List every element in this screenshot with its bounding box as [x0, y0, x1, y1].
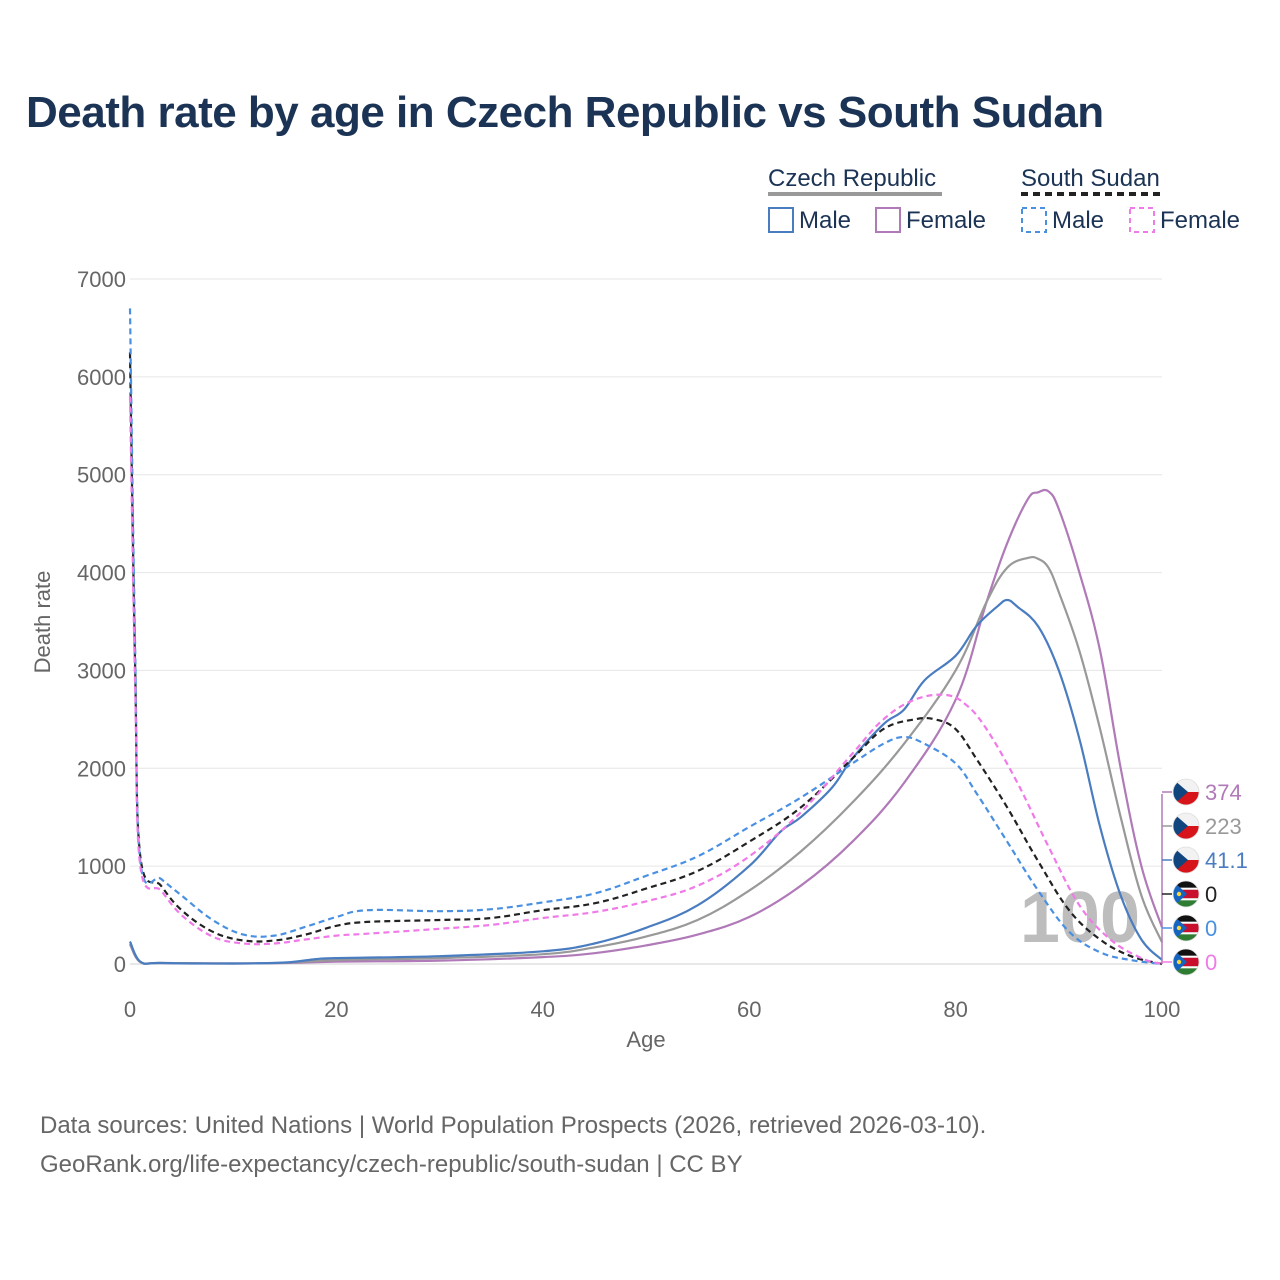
chart-title: Death rate by age in Czech Republic vs S…	[26, 88, 1104, 137]
y-tick-label: 6000	[77, 365, 126, 390]
czech-flag-icon	[1172, 846, 1200, 874]
x-axis-ticks: 0 20 40 60 80 100	[124, 997, 1180, 1022]
end-label-value: 0	[1205, 882, 1217, 907]
y-tick-label: 3000	[77, 658, 126, 683]
czech-flag-icon	[1172, 778, 1200, 806]
end-label-value: 223	[1205, 814, 1242, 839]
y-tick-label: 5000	[77, 463, 126, 488]
legend-swatch-czech-male[interactable]	[768, 207, 794, 233]
series-line-south-sudan-total	[128, 352, 1163, 966]
y-tick-label: 7000	[77, 267, 126, 292]
legend-swatch-czech-female[interactable]	[875, 207, 901, 233]
y-tick-label: 4000	[77, 561, 126, 586]
x-tick-label: 80	[943, 997, 967, 1022]
y-tick-label: 1000	[77, 854, 126, 879]
y-axis-ticks: 0 1000 2000 3000 4000 5000 6000 7000	[77, 267, 126, 977]
series-line-czech-republic-total	[129, 555, 1164, 965]
end-label-value: 0	[1205, 916, 1217, 941]
end-label-value: 374	[1205, 780, 1242, 805]
legend[interactable]: Czech Republic South Sudan Male Female M…	[768, 165, 1240, 234]
source-line-1: Data sources: United Nations | World Pop…	[40, 1112, 987, 1139]
south-sudan-flag-icon	[1172, 948, 1200, 976]
year-watermark: 100	[1020, 878, 1140, 958]
legend-group-czech-republic[interactable]: Czech Republic	[768, 165, 936, 192]
end-label-value: 0	[1205, 950, 1217, 975]
x-tick-label: 60	[737, 997, 761, 1022]
x-tick-label: 20	[324, 997, 348, 1022]
series-line-south-sudan-male	[128, 308, 1163, 966]
source-note: Data sources: United Nations | World Pop…	[40, 1106, 986, 1184]
legend-label-south-sudan-female[interactable]: Female	[1160, 207, 1240, 234]
legend-group-south-sudan[interactable]: South Sudan	[1021, 165, 1160, 192]
series-line-czech-republic-male	[128, 598, 1163, 965]
legend-swatch-south-sudan-female[interactable]	[1129, 207, 1155, 233]
x-axis-title: Age	[626, 1027, 665, 1052]
x-tick-label: 100	[1144, 997, 1181, 1022]
y-axis-title: Death rate	[30, 571, 55, 674]
legend-label-czech-male[interactable]: Male	[799, 207, 851, 234]
y-tick-label: 2000	[77, 756, 126, 781]
south-sudan-flag-icon	[1172, 914, 1200, 942]
series-line-czech-republic-female	[129, 488, 1164, 965]
grid-lines	[130, 278, 1162, 965]
series-line-south-sudan-female	[128, 396, 1163, 966]
legend-swatch-south-sudan-male[interactable]	[1021, 207, 1047, 233]
end-label-value: 41.1	[1205, 848, 1248, 873]
end-labels: 374 223 41.1 0 0 0	[1161, 778, 1248, 976]
source-line-2[interactable]: GeoRank.org/life-expectancy/czech-republ…	[40, 1151, 743, 1178]
legend-label-south-sudan-male[interactable]: Male	[1052, 207, 1104, 234]
legend-label-czech-female[interactable]: Female	[906, 207, 986, 234]
y-tick-label: 0	[114, 952, 126, 977]
series-lines	[128, 308, 1164, 966]
south-sudan-flag-icon	[1172, 880, 1200, 908]
x-tick-label: 0	[124, 997, 136, 1022]
x-tick-label: 40	[531, 997, 555, 1022]
czech-flag-icon	[1172, 812, 1200, 840]
